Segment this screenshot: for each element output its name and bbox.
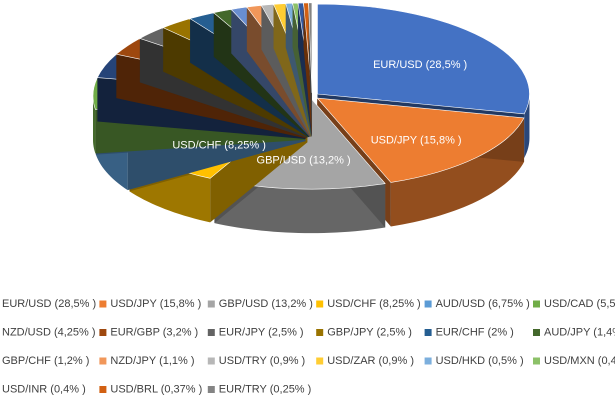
legend-label: GBP/CHF (1,2% ): [2, 355, 89, 367]
legend-swatch: [316, 357, 324, 365]
legend-swatch: [99, 329, 107, 336]
slice-side: [93, 95, 96, 154]
legend-label: USD/BRL (0,37% ): [110, 383, 202, 395]
legend-label: EUR/GBP (3,2% ): [110, 326, 198, 338]
legend-label: USD/INR (0,4% ): [2, 383, 86, 395]
legend-swatch: [207, 386, 215, 393]
slice-top: [317, 3, 530, 115]
legend-label: USD/HKD (0,5% ): [436, 355, 524, 367]
legend-label: EUR/TRY (0,25% ): [219, 383, 312, 395]
legend-label: NZD/USD (4,25% ): [2, 326, 96, 338]
legend-swatch: [316, 300, 324, 308]
slice-top: [308, 2, 313, 93]
slice-label: EUR/USD (28,5% ): [373, 59, 467, 71]
legend-swatch: [424, 300, 432, 308]
slice-label: GBP/USD (13,2% ): [257, 155, 351, 167]
slice-label: USD/CHF (8,25% ): [172, 140, 266, 152]
legend-swatch: [424, 357, 432, 365]
slice: [308, 2, 313, 137]
legend-label: GBP/JPY (2,5% ): [327, 326, 412, 338]
legend-swatch: [207, 300, 215, 308]
legend-swatch: [207, 357, 215, 365]
legend-swatch: [316, 329, 324, 336]
legend-label: USD/MXN (0,4% ): [544, 355, 615, 367]
legend-label: EUR/JPY (2,5% ): [219, 326, 304, 338]
slice-top: [316, 97, 525, 183]
legend-swatch: [533, 329, 540, 336]
slice-wall: [308, 2, 312, 137]
legend-swatch: [99, 357, 107, 365]
slice-side: [524, 94, 530, 158]
legend-label: EUR/USD (28,5% ): [2, 298, 96, 310]
slice-wall: [298, 3, 312, 137]
legend-swatch: [533, 357, 540, 365]
legend-label: USD/JPY (15,8% ): [110, 298, 201, 310]
legend-label: GBP/USD (13,2% ): [219, 298, 313, 310]
legend-label: USD/ZAR (0,9% ): [327, 355, 414, 367]
legend-label: USD/TRY (0,9% ): [219, 355, 305, 367]
slice-label: USD/JPY (15,8% ): [371, 135, 462, 147]
legend-swatch: [99, 300, 107, 308]
legend-label: EUR/CHF (2% ): [436, 326, 514, 338]
legend-swatch: [424, 329, 432, 336]
legend-label: NZD/JPY (1,1% ): [110, 355, 194, 367]
legend-swatch: [207, 329, 215, 336]
slice-side: [390, 117, 525, 227]
legend-label: AUD/JPY (1,4% ): [544, 326, 615, 338]
legend-swatch: [533, 300, 540, 308]
slice-wall: [303, 2, 312, 137]
legend-swatch: [99, 386, 107, 393]
legend-label: USD/CHF (8,25% ): [327, 298, 421, 310]
legend-label: USD/CAD (5,5% ): [544, 298, 615, 310]
slice-side: [214, 179, 386, 234]
legend-label: AUD/USD (6,75% ): [436, 298, 530, 310]
